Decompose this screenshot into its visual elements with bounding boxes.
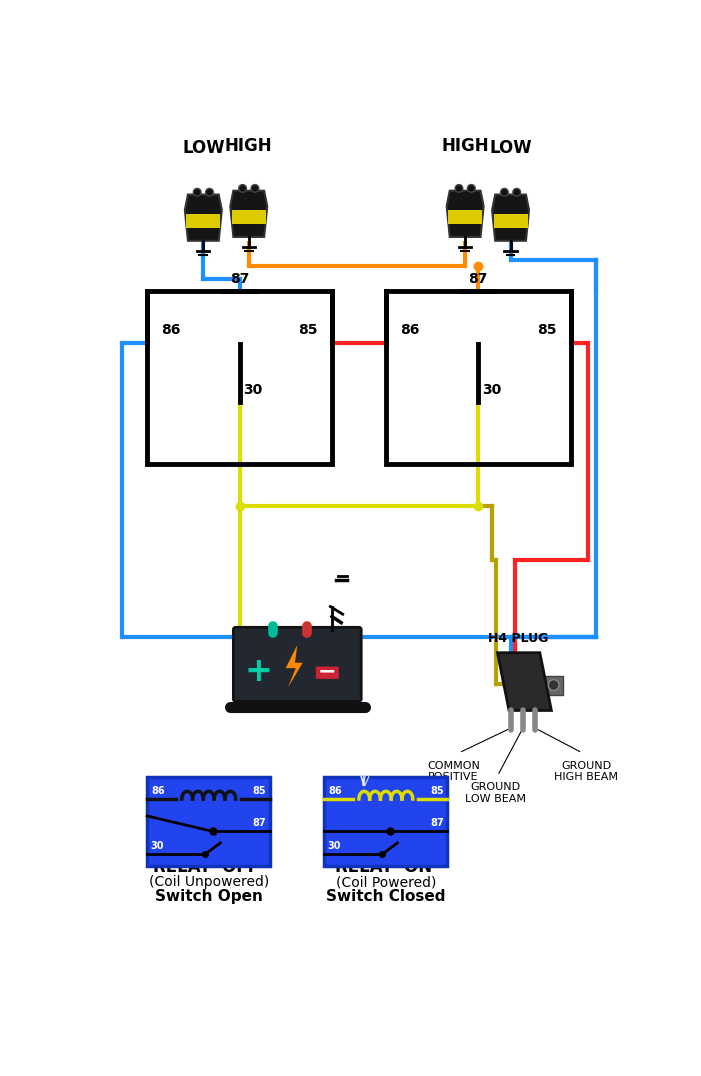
Text: GROUND
LOW BEAM: GROUND LOW BEAM	[465, 782, 526, 804]
Text: HIGH: HIGH	[442, 137, 489, 155]
Text: 87: 87	[230, 272, 250, 286]
Text: −: −	[318, 661, 336, 681]
Polygon shape	[232, 210, 266, 224]
Bar	[147, 778, 271, 866]
FancyBboxPatch shape	[233, 627, 361, 702]
Polygon shape	[186, 214, 220, 228]
Text: 86: 86	[151, 785, 165, 796]
Circle shape	[193, 188, 201, 196]
Text: LOW: LOW	[182, 140, 224, 157]
Circle shape	[513, 188, 521, 196]
Polygon shape	[540, 676, 563, 695]
Circle shape	[548, 680, 559, 691]
Text: 85: 85	[299, 323, 318, 337]
Text: 30: 30	[243, 383, 263, 397]
Circle shape	[239, 185, 247, 193]
Text: 86: 86	[328, 785, 341, 796]
Text: +: +	[245, 655, 273, 689]
Polygon shape	[447, 190, 484, 237]
Text: 85: 85	[430, 785, 444, 796]
Text: 86: 86	[400, 323, 419, 337]
Text: (Coil Unpowered): (Coil Unpowered)	[149, 875, 269, 889]
Circle shape	[468, 185, 475, 193]
Circle shape	[501, 188, 508, 196]
Text: RELAY 'OFF': RELAY 'OFF'	[153, 858, 264, 876]
Polygon shape	[448, 210, 482, 224]
Text: H4 PLUG: H4 PLUG	[488, 633, 548, 646]
Text: 87: 87	[468, 272, 488, 286]
Text: 85: 85	[253, 785, 266, 796]
Circle shape	[455, 185, 463, 193]
Polygon shape	[185, 195, 222, 241]
Circle shape	[251, 185, 259, 193]
FancyBboxPatch shape	[315, 666, 339, 679]
Text: Switch Open: Switch Open	[155, 889, 263, 904]
Polygon shape	[492, 195, 529, 241]
Text: (Coil Powered): (Coil Powered)	[336, 875, 436, 889]
Text: RELAY 'ON': RELAY 'ON'	[334, 858, 437, 876]
Text: 30: 30	[327, 841, 341, 851]
Polygon shape	[231, 190, 267, 237]
Text: LOW: LOW	[489, 140, 532, 157]
Bar	[325, 778, 447, 866]
Text: HIGH: HIGH	[225, 137, 273, 155]
Text: 30: 30	[150, 841, 164, 851]
Text: 87: 87	[430, 818, 444, 829]
Polygon shape	[494, 214, 528, 228]
Text: 87: 87	[253, 818, 266, 829]
Text: COMMON
POSITIVE: COMMON POSITIVE	[427, 761, 480, 782]
Polygon shape	[498, 653, 552, 710]
Text: GROUND
HIGH BEAM: GROUND HIGH BEAM	[554, 761, 618, 782]
Circle shape	[205, 188, 213, 196]
Polygon shape	[286, 645, 303, 688]
Text: 85: 85	[537, 323, 557, 337]
Text: 86: 86	[161, 323, 180, 337]
Text: 30: 30	[482, 383, 501, 397]
Text: Switch Closed: Switch Closed	[326, 889, 446, 904]
